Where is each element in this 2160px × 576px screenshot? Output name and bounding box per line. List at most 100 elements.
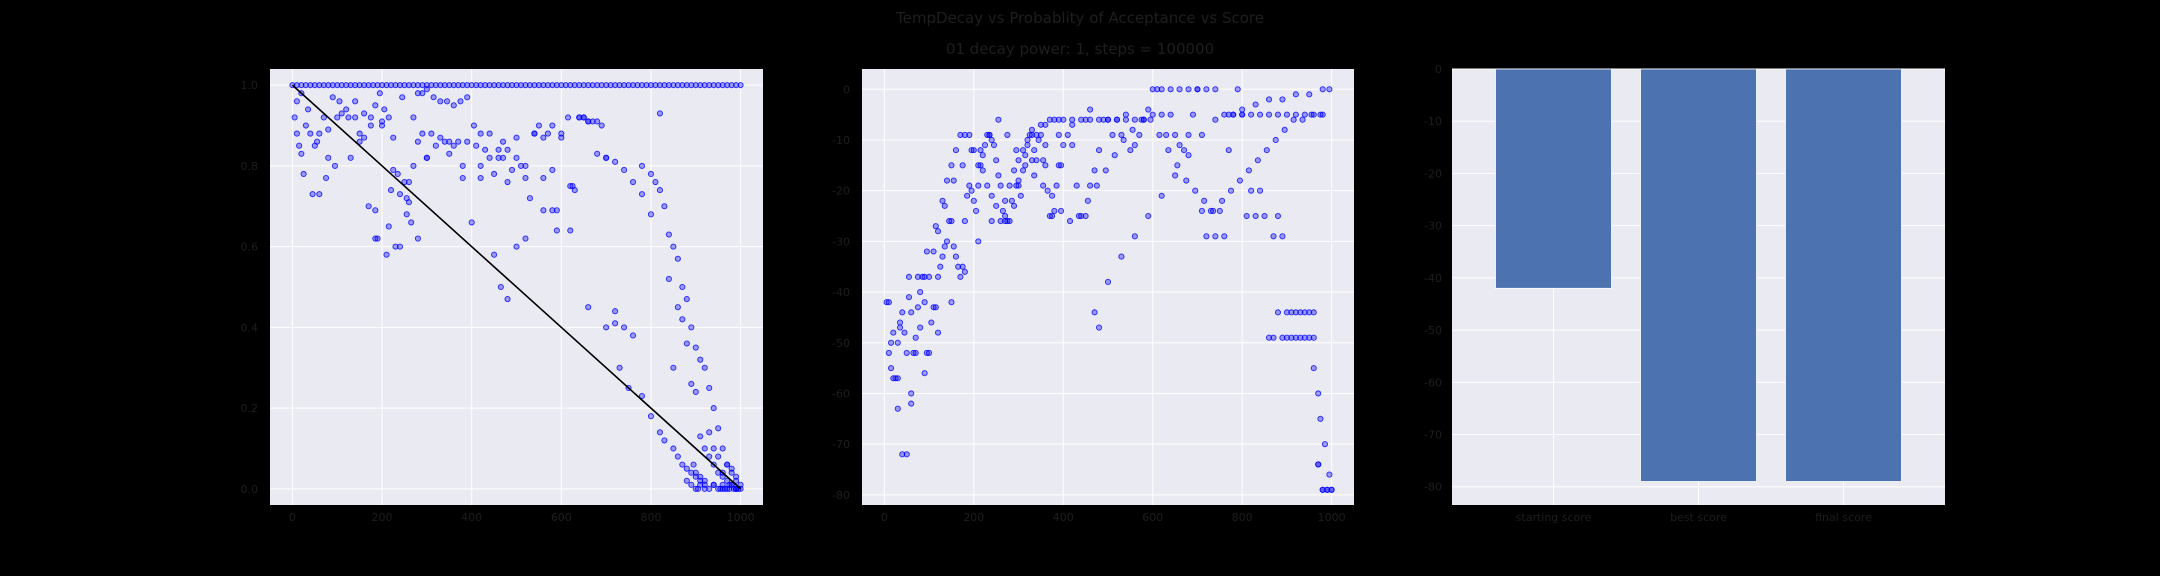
data-point [549, 207, 556, 214]
data-point [387, 187, 395, 194]
data-point [558, 82, 565, 89]
data-point [621, 166, 628, 173]
data-point [670, 445, 677, 452]
data-point [500, 82, 507, 89]
data-point [715, 425, 722, 432]
x-tick-label: 800 [640, 511, 661, 524]
data-point [1163, 131, 1170, 138]
y-tick-label: -20 [832, 185, 850, 198]
data-point [1122, 111, 1129, 118]
y-tick-label: 0.6 [241, 241, 259, 254]
data-point [715, 82, 722, 89]
data-point [888, 365, 895, 372]
data-point [957, 273, 964, 280]
data-point [576, 82, 583, 89]
data-point [656, 429, 663, 436]
data-point [1324, 486, 1331, 493]
data-point [968, 187, 975, 194]
data-point [638, 82, 646, 89]
data-point [1082, 116, 1089, 123]
data-point [1227, 187, 1235, 194]
data-point [477, 162, 484, 169]
data-point [697, 433, 704, 440]
data-point [598, 82, 605, 89]
data-point [544, 82, 551, 89]
data-point [961, 218, 968, 225]
data-point [899, 309, 906, 316]
data-point [621, 82, 628, 89]
data-point [647, 170, 655, 178]
data-point [486, 82, 493, 89]
data-point [293, 82, 300, 89]
data-point [300, 170, 307, 178]
data-point [612, 82, 619, 89]
x-tick-label: 200 [372, 511, 393, 524]
data-point [594, 82, 601, 89]
data-point [432, 142, 439, 149]
data-point [728, 465, 735, 472]
data-point [697, 473, 704, 480]
data-point [423, 86, 430, 93]
data-point [975, 162, 982, 169]
data-point [679, 82, 686, 89]
data-point [1028, 126, 1036, 133]
data-point [1040, 182, 1047, 189]
data-point [917, 324, 924, 331]
data-point [1129, 126, 1136, 133]
data-point [325, 82, 332, 89]
data-point [995, 116, 1002, 123]
data-point [1156, 131, 1163, 138]
data-point [1201, 197, 1208, 204]
data-point [1019, 147, 1027, 154]
data-point [1221, 111, 1228, 118]
data-point [352, 82, 359, 89]
data-point [1292, 111, 1299, 118]
data-point [1042, 121, 1049, 128]
data-point [1288, 334, 1295, 341]
data-point [629, 82, 637, 89]
data-point [1002, 197, 1009, 204]
data-point [446, 150, 453, 157]
data-point [934, 273, 942, 280]
data-point [701, 364, 708, 371]
data-point [571, 187, 578, 194]
data-point [298, 82, 305, 89]
data-point [952, 253, 959, 260]
data-point [517, 162, 525, 169]
data-point [320, 114, 327, 121]
data-point [1049, 212, 1056, 220]
data-point [589, 82, 596, 89]
y-tick-label: -10 [832, 134, 850, 147]
data-point [482, 146, 489, 153]
data-point [926, 273, 933, 280]
data-point [706, 82, 713, 89]
data-point [1087, 182, 1094, 189]
x-tick-label: 800 [1232, 511, 1253, 524]
data-point [598, 122, 605, 129]
data-point [688, 380, 695, 387]
data-point [968, 147, 975, 154]
data-point [670, 364, 677, 371]
y-tick-label: -20 [1424, 167, 1442, 180]
data-point [347, 154, 354, 161]
data-point [1013, 147, 1020, 154]
data-point [459, 174, 466, 182]
data-point [594, 118, 601, 125]
data-point [1082, 212, 1089, 220]
data-point [352, 98, 359, 105]
data-point [905, 294, 913, 301]
data-point [1104, 278, 1112, 285]
data-point [665, 82, 672, 89]
data-point [1239, 106, 1246, 113]
data-point [1104, 116, 1112, 123]
data-point [1185, 152, 1192, 159]
data-point [692, 82, 699, 89]
data-point [894, 339, 901, 346]
y-tick-label: -70 [832, 438, 850, 451]
data-point [1283, 111, 1290, 118]
data-point [535, 82, 542, 89]
data-point [549, 82, 556, 89]
data-point [1096, 147, 1103, 154]
data-point [638, 162, 646, 169]
